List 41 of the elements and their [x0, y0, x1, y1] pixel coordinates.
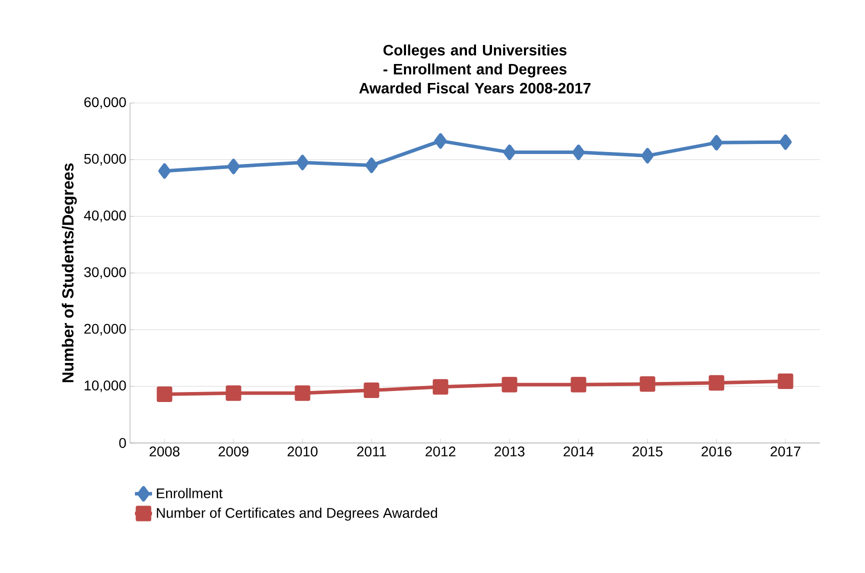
- y-tick-label: 50,000: [84, 154, 126, 166]
- y-tick-label: 10,000: [84, 380, 126, 392]
- y-tick-label: 20,000: [84, 324, 126, 336]
- point: [156, 386, 172, 402]
- point: [364, 382, 380, 398]
- point: [708, 375, 724, 391]
- point: [502, 376, 518, 392]
- point: [432, 379, 448, 395]
- point: [294, 385, 310, 401]
- y-tick-label: 40,000: [84, 210, 126, 222]
- point: [434, 133, 447, 149]
- point: [572, 144, 585, 160]
- x-tick-label: 2015: [632, 446, 662, 456]
- point: [226, 385, 242, 401]
- legend-label: Enrollment: [156, 488, 223, 498]
- x-tick-label: 2012: [426, 446, 456, 456]
- point: [640, 376, 656, 392]
- x-tick-label: 2014: [564, 446, 594, 456]
- point: [570, 376, 586, 392]
- point: [503, 144, 516, 160]
- point: [227, 158, 240, 174]
- point: [779, 134, 792, 150]
- point: [710, 134, 723, 150]
- point: [641, 148, 654, 164]
- point: [296, 154, 309, 170]
- x-tick-label: 2011: [357, 446, 386, 456]
- chart-title: Colleges and Universities - Enrollment and Degrees Awarded Fiscal Years 2008-2017: [359, 44, 590, 94]
- x-tick-label: 2010: [288, 446, 318, 456]
- y-tick-label: 60,000: [84, 97, 126, 109]
- y-tick-label: 0: [119, 438, 126, 448]
- x-tick-label: 2009: [218, 446, 248, 456]
- y-axis-title: Number of Students/Degrees: [62, 163, 77, 382]
- x-tick-label: 2016: [702, 446, 732, 456]
- point: [158, 163, 171, 179]
- x-tick-label: 2008: [150, 446, 180, 456]
- x-tick-label: 2013: [494, 446, 524, 456]
- point: [778, 373, 794, 389]
- x-tick-label: 2017: [770, 446, 800, 456]
- legend-label: Number of Certificates and Degrees Awarded: [156, 508, 438, 521]
- y-tick-label: 30,000: [84, 267, 126, 279]
- point: [365, 158, 378, 174]
